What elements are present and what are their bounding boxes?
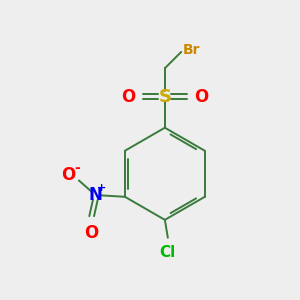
Text: O: O [194,88,208,106]
Text: Br: Br [183,43,200,56]
Text: S: S [158,88,171,106]
Text: O: O [85,224,99,242]
Text: O: O [121,88,135,106]
Text: N: N [88,186,102,204]
Text: -: - [74,161,80,175]
Text: +: + [97,183,106,193]
Text: Cl: Cl [160,244,176,260]
Text: O: O [61,166,75,184]
